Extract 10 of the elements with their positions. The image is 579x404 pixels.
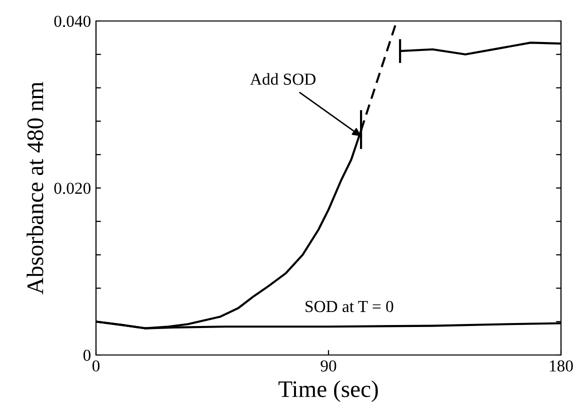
x-axis-title: Time (sec) — [278, 380, 378, 402]
x-tick-label: 0 — [92, 360, 100, 372]
y-axis-title: Absorbance at 480 nm — [26, 82, 44, 294]
annotation: Add SOD — [250, 73, 316, 85]
y-tick-label: 0 — [83, 350, 91, 361]
y-tick-label: 0.040 — [54, 16, 91, 28]
annotation: SOD at T = 0 — [306, 300, 394, 312]
x-tick-label: 180 — [550, 360, 573, 372]
x-tick-label: 90 — [320, 360, 336, 372]
y-tick-label: 0.020 — [54, 182, 91, 194]
